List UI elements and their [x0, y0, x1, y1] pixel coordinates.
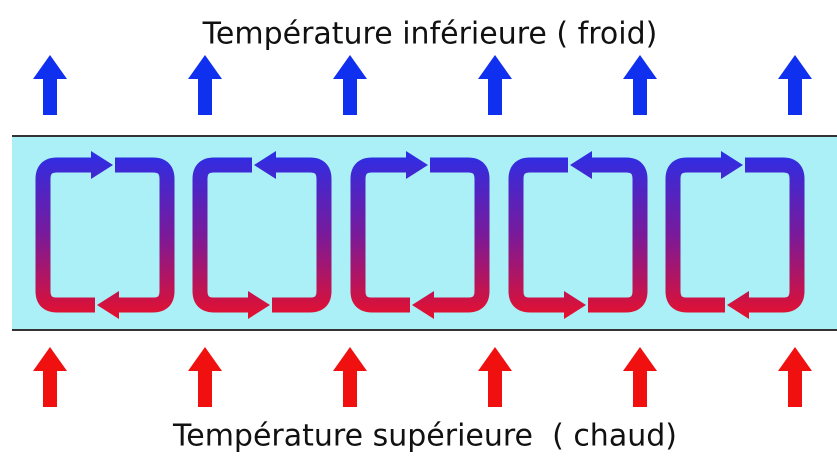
cell-arrowhead — [91, 151, 113, 179]
cold-arrow — [778, 55, 812, 115]
hot-arrow — [623, 347, 657, 407]
cell-right — [272, 157, 332, 313]
shapes — [33, 55, 812, 407]
cell-left — [665, 157, 725, 313]
cell-left — [350, 157, 410, 313]
cell-left — [192, 157, 252, 313]
cell-arrowhead — [248, 291, 270, 319]
cell-right — [745, 157, 805, 313]
hot-arrow — [778, 347, 812, 407]
cold-arrow — [623, 55, 657, 115]
cell-left — [508, 157, 568, 313]
bottom-label: Température supérieure ( chaud) — [172, 419, 677, 454]
cell-arrowhead — [97, 291, 119, 319]
cold-arrow — [188, 55, 222, 115]
hot-arrow — [33, 347, 67, 407]
cell-right — [588, 157, 648, 313]
cell-arrowhead — [564, 291, 586, 319]
cell-arrowhead — [412, 291, 434, 319]
cell-arrowhead — [406, 151, 428, 179]
cold-arrow — [333, 55, 367, 115]
top-label: Température inférieure ( froid) — [202, 17, 658, 52]
hot-arrow — [478, 347, 512, 407]
cell-arrowhead — [254, 151, 276, 179]
cell-arrowhead — [570, 151, 592, 179]
hot-arrow — [333, 347, 367, 407]
cell-arrowhead — [727, 291, 749, 319]
cell-left — [35, 157, 95, 313]
cold-arrow — [33, 55, 67, 115]
cell-arrowhead — [721, 151, 743, 179]
cell-right — [115, 157, 175, 313]
cell-right — [430, 157, 490, 313]
hot-arrow — [188, 347, 222, 407]
cold-arrow — [478, 55, 512, 115]
